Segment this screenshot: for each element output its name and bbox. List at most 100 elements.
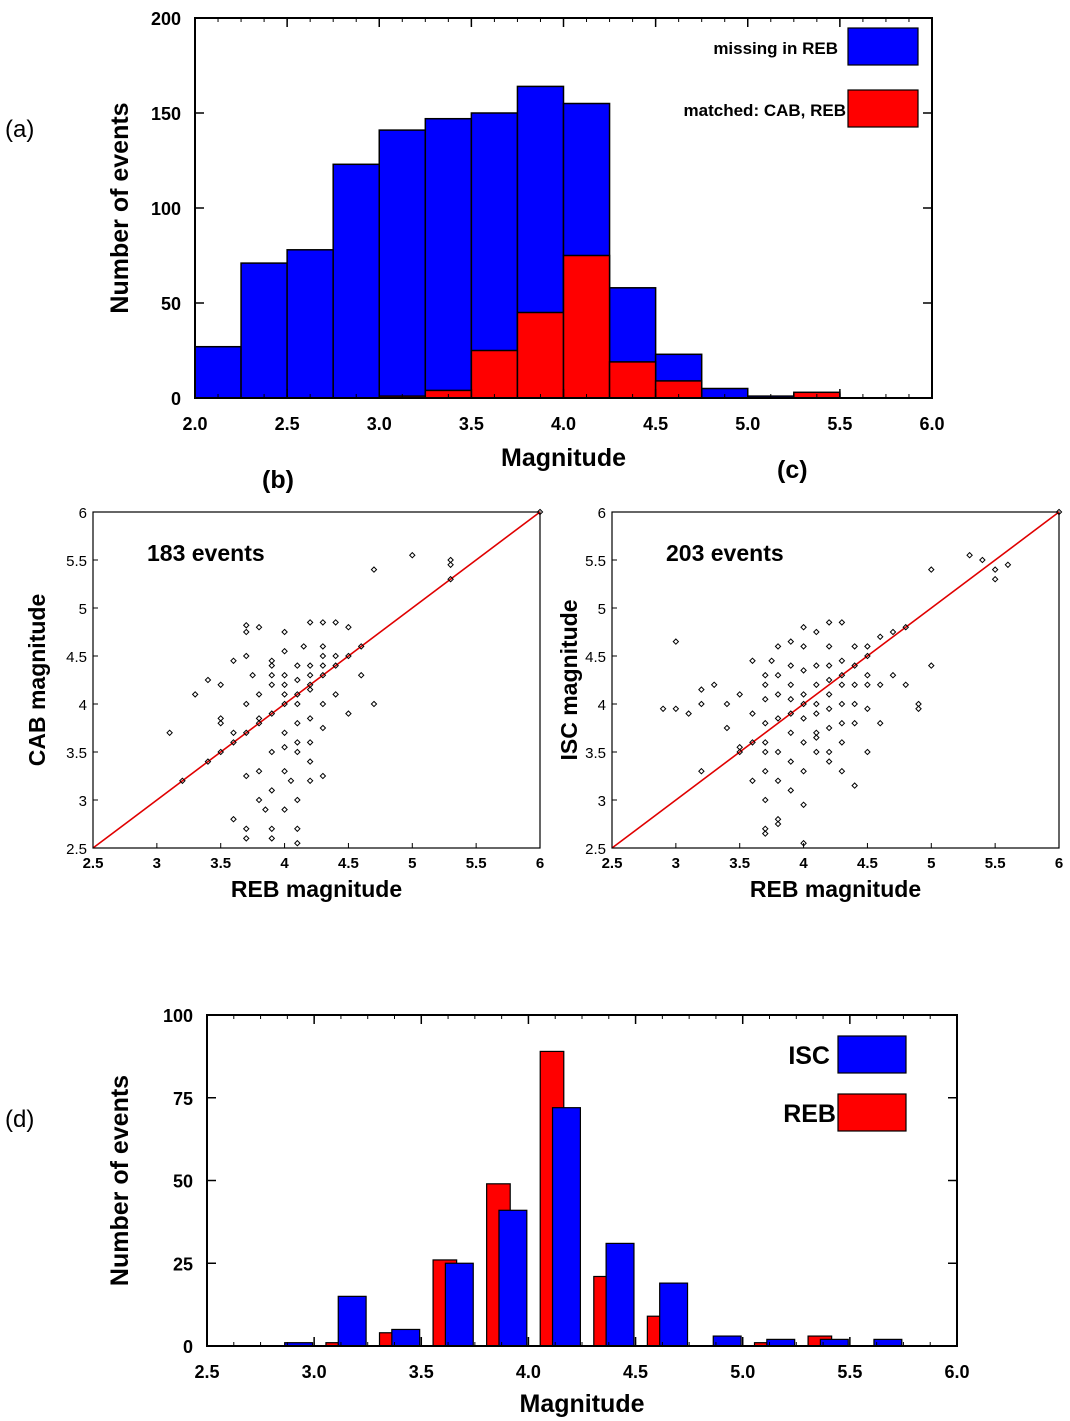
data-point-11	[230, 657, 237, 665]
data-point-30	[774, 691, 782, 698]
data-point-45	[281, 743, 288, 751]
x-tick-label: 4	[799, 855, 808, 872]
bar-matched-7	[516, 311, 565, 399]
data-point-1	[672, 638, 680, 645]
data-point-52	[800, 801, 807, 809]
data-point-33	[774, 777, 782, 785]
data-point-49	[800, 715, 807, 722]
legend-label-1: REB	[783, 1100, 836, 1128]
data-point-70	[319, 662, 327, 669]
data-point-0	[659, 705, 667, 713]
y-tick-label: 4	[79, 697, 87, 714]
panel-label-a: (a)	[5, 116, 34, 143]
data-point-10	[736, 691, 744, 698]
data-point-7	[217, 715, 225, 722]
data-point-51	[800, 767, 807, 775]
data-point-8	[723, 700, 731, 708]
data-point-9	[723, 724, 731, 732]
bar-missing-1	[240, 262, 288, 399]
x-tick-label: 5.5	[837, 1362, 862, 1382]
data-point-24	[255, 691, 263, 698]
data-point-54	[813, 628, 820, 636]
data-point-52	[294, 662, 301, 669]
data-point-57	[813, 700, 820, 708]
data-point-97	[902, 681, 910, 689]
data-point-2	[191, 691, 199, 698]
data-point-12	[736, 743, 744, 751]
legend-label-1: matched: CAB, REB	[684, 101, 846, 120]
data-point-92	[876, 681, 884, 689]
x-axis-label: REB magnitude	[231, 876, 402, 902]
data-point-87	[864, 671, 871, 679]
data-point-37	[787, 662, 795, 669]
bar-missing-2	[286, 249, 334, 399]
data-point-28	[774, 643, 782, 650]
data-point-18	[761, 681, 769, 689]
data-point-96	[902, 623, 910, 631]
data-point-61	[813, 748, 820, 756]
data-point-53	[294, 719, 301, 727]
y-tick-label: 5.5	[585, 553, 606, 570]
x-tick-label: 6.0	[919, 414, 944, 434]
data-point-69	[825, 748, 833, 756]
data-point-89	[864, 705, 871, 713]
data-point-17	[242, 621, 250, 629]
data-point-33	[268, 657, 276, 665]
data-point-74	[319, 700, 327, 708]
data-point-31	[268, 671, 276, 679]
x-axis-label: Magnitude	[520, 1390, 645, 1418]
y-tick-label: 4	[598, 697, 606, 714]
data-point-67	[825, 705, 833, 713]
data-point-9	[230, 739, 237, 746]
data-point-83	[345, 710, 352, 717]
data-point-43	[787, 787, 795, 794]
data-point-76	[838, 719, 846, 727]
data-point-71	[319, 652, 327, 660]
data-point-25	[255, 767, 263, 775]
data-point-1	[179, 777, 186, 785]
y-tick-label: 4.5	[66, 649, 87, 666]
data-point-30	[268, 681, 276, 689]
data-point-46	[281, 767, 288, 775]
data-point-62	[306, 662, 314, 669]
data-point-24	[761, 796, 769, 804]
data-point-36	[268, 825, 276, 833]
data-point-82	[345, 623, 352, 631]
data-point-61	[306, 671, 314, 679]
data-point-48	[800, 700, 807, 708]
data-point-100	[927, 566, 935, 573]
data-point-85	[864, 652, 871, 660]
legend-label-0: ISC	[788, 1042, 830, 1070]
data-point-88	[864, 681, 871, 689]
x-tick-label: 3.0	[367, 414, 392, 434]
data-point-41	[281, 671, 288, 679]
x-tick-label: 3	[153, 855, 161, 872]
data-point-64	[825, 662, 833, 669]
data-point-83	[851, 719, 858, 727]
bar-matched-9	[608, 361, 657, 399]
x-tick-label: 4.5	[623, 1362, 648, 1382]
data-point-12	[230, 815, 237, 823]
y-tick-label: 25	[173, 1254, 193, 1274]
legend-label-0: missing in REB	[713, 39, 838, 58]
data-point-22	[255, 719, 263, 727]
data-point-29	[774, 671, 782, 679]
reference-line	[92, 511, 541, 849]
data-point-45	[800, 643, 807, 650]
event-count-annotation: 183 events	[147, 540, 265, 566]
x-tick-label: 5.0	[735, 414, 760, 434]
data-point-26	[255, 796, 263, 804]
legend-swatch-1	[837, 1093, 907, 1132]
data-point-18	[242, 772, 250, 780]
bar-isc-3	[391, 1328, 421, 1347]
legend-swatch-1	[847, 89, 919, 128]
x-tick-label: 4.5	[857, 855, 878, 872]
y-tick-label: 2.5	[585, 841, 606, 858]
bar-missing-5	[424, 117, 473, 399]
data-point-71	[838, 619, 846, 626]
data-point-92	[536, 508, 544, 516]
data-point-86	[864, 643, 871, 650]
data-point-50	[800, 739, 807, 746]
x-axis-label: REB magnitude	[750, 876, 921, 902]
